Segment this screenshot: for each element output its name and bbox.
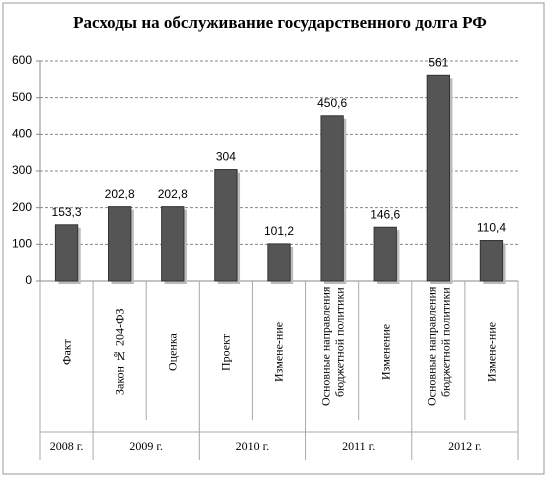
value-label: 146,6 [370,207,400,221]
bar [214,169,238,282]
x-tick-label: Основные направления бюджетной политики [318,287,347,407]
value-label: 561 [428,55,448,69]
value-label: 202,8 [105,187,135,201]
x-tick-label: Оценка [165,333,180,371]
y-tick-label: 600 [12,53,32,67]
value-label: 304 [216,150,236,164]
group-label: 2009 г. [129,439,163,453]
group-label: 2011 г. [342,439,376,453]
value-label: 153,3 [52,205,82,219]
value-label: 101,2 [264,224,294,238]
x-tick-label: Измене-ние [271,321,286,383]
y-tick-label: 200 [12,200,32,214]
bar [108,206,132,282]
y-tick-label: 0 [25,273,32,287]
bar [54,224,79,282]
y-tick-label: 500 [12,90,32,104]
x-tick-label: Факт [59,339,74,365]
chart-title: Расходы на обслуживание государственного… [73,13,487,32]
group-label: 2012 г. [448,439,482,453]
x-tick-label: Закон № 204-ФЗ [112,308,127,396]
frame [2,2,545,475]
group-label: 2008 г. [49,439,84,453]
bar [267,243,291,282]
bar [320,115,344,282]
bar [426,74,450,282]
x-tick-label: Измене-ние [484,321,499,383]
y-tick-label: 400 [12,127,32,141]
value-label: 450,6 [317,96,347,110]
value-label: 110,4 [477,221,506,235]
bar [479,240,504,282]
group-label: 2010 г. [235,439,270,453]
x-tick-label: Изменение [378,323,393,381]
y-tick-label: 100 [12,237,32,251]
bar [161,206,185,282]
y-tick-label: 300 [12,163,32,177]
bar [373,226,397,282]
x-tick-label: Проект [218,333,233,371]
x-tick-label: Основные направления бюджетной политики [424,287,453,407]
value-label: 202,8 [158,187,188,201]
